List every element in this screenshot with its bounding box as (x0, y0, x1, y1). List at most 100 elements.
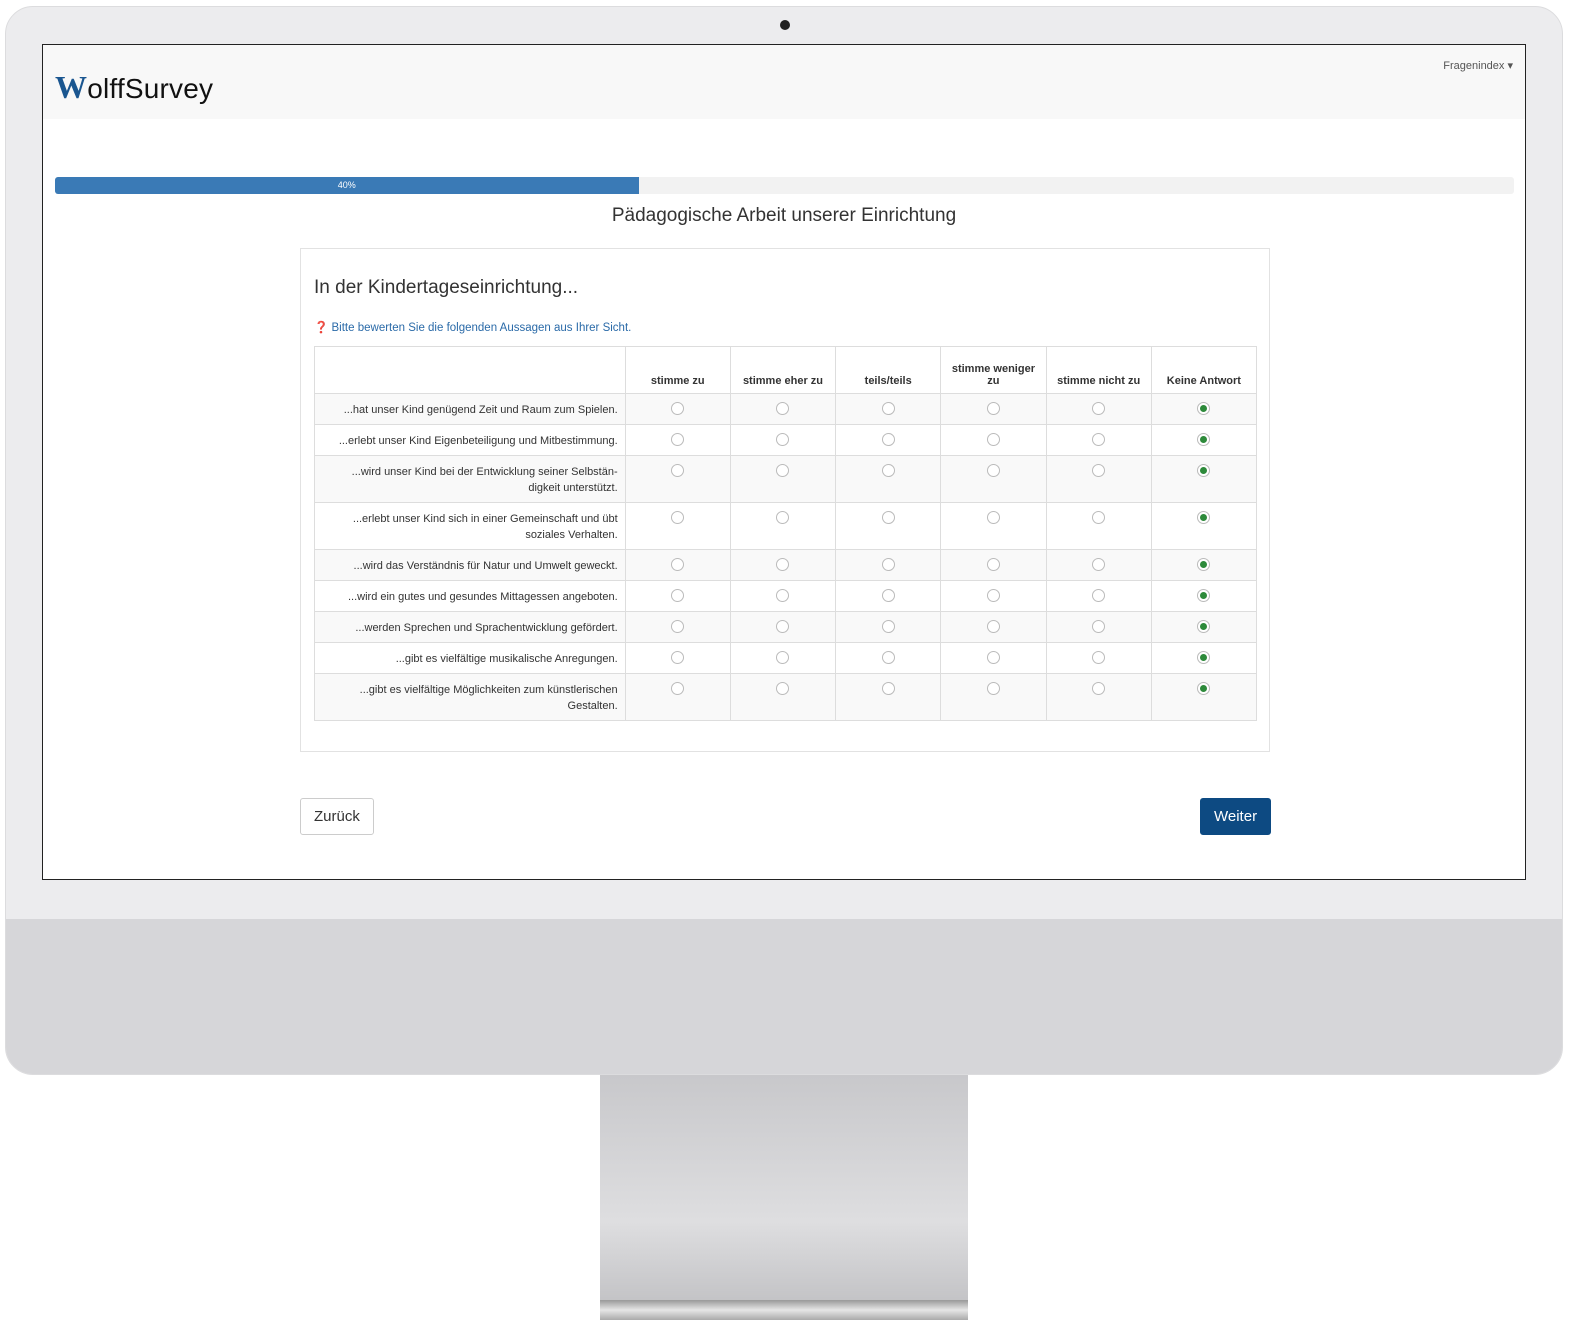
radio-button[interactable] (1092, 464, 1106, 477)
option-cell (624, 502, 731, 550)
option-cell (729, 642, 837, 674)
radio-button[interactable] (881, 433, 895, 446)
radio-button[interactable] (1197, 511, 1211, 524)
option-cell (729, 580, 837, 612)
radio-button[interactable] (986, 620, 1000, 633)
option-cell (940, 549, 1047, 581)
radio-button[interactable] (671, 651, 685, 664)
radio-button[interactable] (986, 464, 1000, 477)
radio-button[interactable] (776, 558, 790, 571)
option-cell (1150, 580, 1258, 612)
column-header: stimme weniger zu (940, 346, 1047, 394)
radio-button[interactable] (881, 651, 895, 664)
table-row: ...hat unser Kind genügend Zeit und Raum… (314, 393, 1258, 425)
radio-button[interactable] (776, 651, 790, 664)
radio-button[interactable] (671, 511, 685, 524)
option-cell (1045, 455, 1152, 503)
radio-button[interactable] (881, 558, 895, 571)
radio-button[interactable] (1197, 464, 1211, 477)
radio-button[interactable] (671, 402, 685, 415)
radio-button[interactable] (986, 682, 1000, 695)
radio-button[interactable] (776, 589, 790, 602)
option-cell (729, 549, 837, 581)
column-header: stimme eher zu (729, 346, 837, 394)
option-cell (940, 642, 1047, 674)
row-label: ...gibt es vielfältige Möglichkeiten zum… (314, 673, 626, 721)
radio-button[interactable] (1092, 651, 1106, 664)
radio-button[interactable] (986, 511, 1000, 524)
radio-button[interactable] (671, 464, 685, 477)
option-cell (624, 642, 731, 674)
option-cell (835, 611, 942, 643)
radio-button[interactable] (986, 589, 1000, 602)
radio-button[interactable] (1197, 433, 1211, 446)
header-empty (314, 346, 626, 394)
question-title: In der Kindertageseinrichtung... (314, 277, 579, 298)
column-header: stimme zu (624, 346, 731, 394)
radio-button[interactable] (986, 558, 1000, 571)
radio-button[interactable] (1092, 620, 1106, 633)
question-index-dropdown[interactable]: Fragenindex ▾ (1443, 60, 1513, 72)
radio-button[interactable] (776, 620, 790, 633)
option-cell (1045, 611, 1152, 643)
radio-button[interactable] (671, 558, 685, 571)
radio-button[interactable] (1197, 589, 1211, 602)
option-cell (1045, 393, 1152, 425)
radio-button[interactable] (986, 402, 1000, 415)
back-button[interactable]: Zurück (300, 798, 374, 835)
table-row: ...erlebt unser Kind Eigenbeteiligung un… (314, 424, 1258, 456)
option-cell (940, 580, 1047, 612)
column-header: teils/teils (835, 346, 942, 394)
radio-button[interactable] (1197, 402, 1211, 415)
progress-fill: 40% (55, 177, 639, 194)
logo[interactable]: WolffSurvey (55, 69, 213, 106)
option-cell (729, 611, 837, 643)
radio-button[interactable] (1197, 558, 1211, 571)
row-label: ...gibt es vielfältige musikalische Anre… (314, 642, 626, 674)
question-panel: In der Kindertageseinrichtung... ❓ Bitte… (300, 248, 1270, 752)
option-cell (1045, 502, 1152, 550)
radio-button[interactable] (1092, 511, 1106, 524)
monitor-stand (600, 1075, 968, 1320)
option-cell (835, 673, 942, 721)
radio-button[interactable] (776, 402, 790, 415)
radio-button[interactable] (881, 511, 895, 524)
row-label: ...wird das Verständnis für Natur und Um… (314, 549, 626, 581)
radio-button[interactable] (881, 620, 895, 633)
radio-button[interactable] (671, 620, 685, 633)
radio-button[interactable] (671, 433, 685, 446)
radio-button[interactable] (1197, 651, 1211, 664)
radio-button[interactable] (1092, 589, 1106, 602)
next-button[interactable]: Weiter (1200, 798, 1272, 835)
option-cell (624, 424, 731, 456)
radio-button[interactable] (1197, 682, 1211, 695)
radio-button[interactable] (986, 433, 1000, 446)
table-row: ...gibt es vielfältige Möglichkeiten zum… (314, 673, 1258, 721)
question-hint: ❓ Bitte bewerten Sie die folgenden Aussa… (314, 322, 632, 334)
radio-button[interactable] (776, 464, 790, 477)
radio-button[interactable] (1092, 682, 1106, 695)
radio-button[interactable] (881, 402, 895, 415)
radio-button[interactable] (776, 682, 790, 695)
radio-button[interactable] (776, 511, 790, 524)
radio-button[interactable] (776, 433, 790, 446)
option-cell (835, 549, 942, 581)
option-cell (1045, 424, 1152, 456)
radio-button[interactable] (881, 682, 895, 695)
option-cell (624, 455, 731, 503)
navbar: WolffSurvey Fragenindex ▾ (43, 45, 1525, 119)
table-row: ...gibt es vielfältige musikalische Anre… (314, 642, 1258, 674)
radio-button[interactable] (881, 464, 895, 477)
radio-button[interactable] (986, 651, 1000, 664)
radio-button[interactable] (1197, 620, 1211, 633)
option-cell (624, 580, 731, 612)
radio-button[interactable] (1092, 558, 1106, 571)
row-label: ...hat unser Kind genügend Zeit und Raum… (314, 393, 626, 425)
column-header: stimme nicht zu (1045, 346, 1152, 394)
radio-button[interactable] (671, 682, 685, 695)
radio-button[interactable] (1092, 433, 1106, 446)
radio-button[interactable] (671, 589, 685, 602)
option-cell (1150, 611, 1258, 643)
radio-button[interactable] (1092, 402, 1106, 415)
radio-button[interactable] (881, 589, 895, 602)
